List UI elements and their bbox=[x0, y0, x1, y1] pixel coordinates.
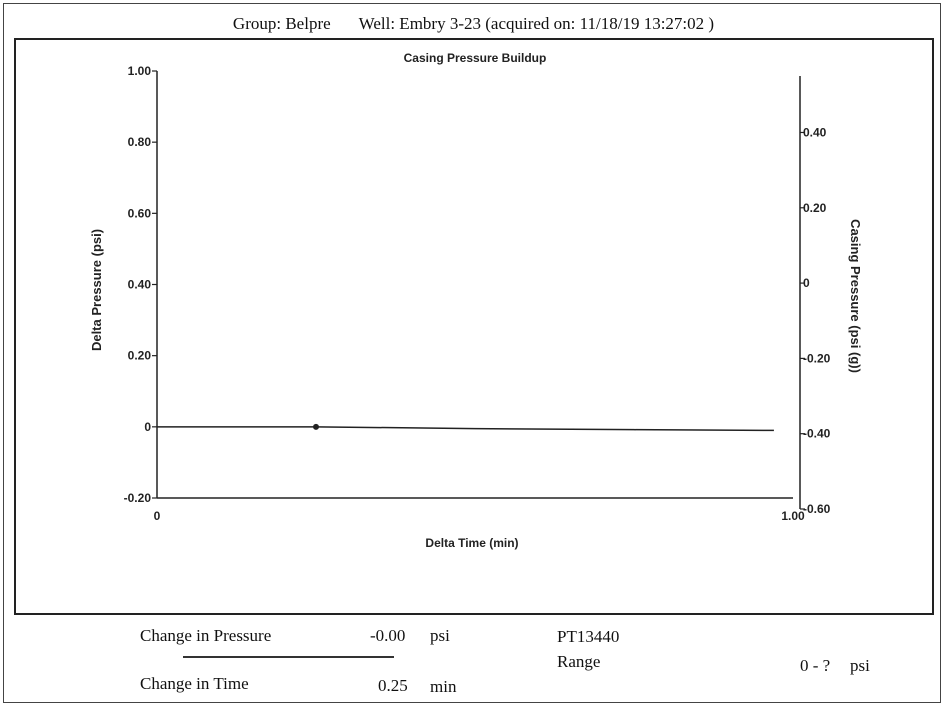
header: Group: Belpre Well: Embry 3-23 (acquired … bbox=[0, 14, 947, 34]
y-left-tick-label: 0.20 bbox=[128, 349, 152, 363]
y-right-tick-label: -0.20 bbox=[803, 351, 831, 365]
page-frame bbox=[3, 3, 941, 703]
range-label: Range bbox=[557, 652, 601, 671]
change-pressure-unit: psi bbox=[430, 626, 450, 645]
footer-separator bbox=[183, 656, 394, 658]
y-left-tick-label: 0 bbox=[144, 420, 151, 434]
chart-ticks: 1.000.800.600.400.200-0.200.400.200-0.20… bbox=[124, 64, 831, 523]
plot-panel bbox=[14, 38, 934, 615]
change-pressure-label: Change in Pressure bbox=[140, 626, 272, 645]
y-left-tick-label: -0.20 bbox=[124, 491, 152, 505]
y-left-tick-label: 0.80 bbox=[128, 135, 152, 149]
y-right-tick-label: -0.40 bbox=[803, 427, 831, 441]
y-left-axis-label: Delta Pressure (psi) bbox=[89, 229, 104, 351]
y-right-axis-label: Casing Pressure (psi (g)) bbox=[848, 219, 863, 373]
change-time-value: 0.25 bbox=[378, 676, 408, 695]
y-left-tick-label: 1.00 bbox=[128, 64, 152, 78]
range-unit: psi bbox=[850, 656, 870, 675]
series-line bbox=[157, 426, 774, 432]
y-right-tick-label: 0 bbox=[803, 276, 810, 290]
range-value: 0 - ? bbox=[800, 656, 831, 675]
chart-title: Casing Pressure Buildup bbox=[404, 51, 547, 65]
y-right-tick-label: 0.40 bbox=[803, 125, 827, 139]
device-id: PT13440 bbox=[557, 627, 620, 646]
y-right-tick-label: 0.20 bbox=[803, 201, 827, 215]
data-point bbox=[313, 423, 319, 430]
x-tick-label: 0 bbox=[154, 509, 161, 523]
chart-series bbox=[157, 423, 774, 432]
change-pressure-value: -0.00 bbox=[370, 626, 406, 645]
x-axis-label: Delta Time (min) bbox=[425, 536, 518, 550]
y-right-tick-label: -0.60 bbox=[803, 502, 831, 516]
change-time-label: Change in Time bbox=[140, 674, 249, 693]
y-left-tick-label: 0.40 bbox=[128, 278, 152, 292]
chart-axes bbox=[156, 71, 801, 509]
y-left-tick-label: 0.60 bbox=[128, 206, 152, 220]
x-tick-label: 1.00 bbox=[781, 509, 805, 523]
group-label: Group: Belpre bbox=[232, 14, 331, 33]
change-time-unit: min bbox=[430, 677, 457, 696]
well-label: Well: Embry 3-23 (acquired on: 11/18/19 … bbox=[358, 14, 715, 33]
